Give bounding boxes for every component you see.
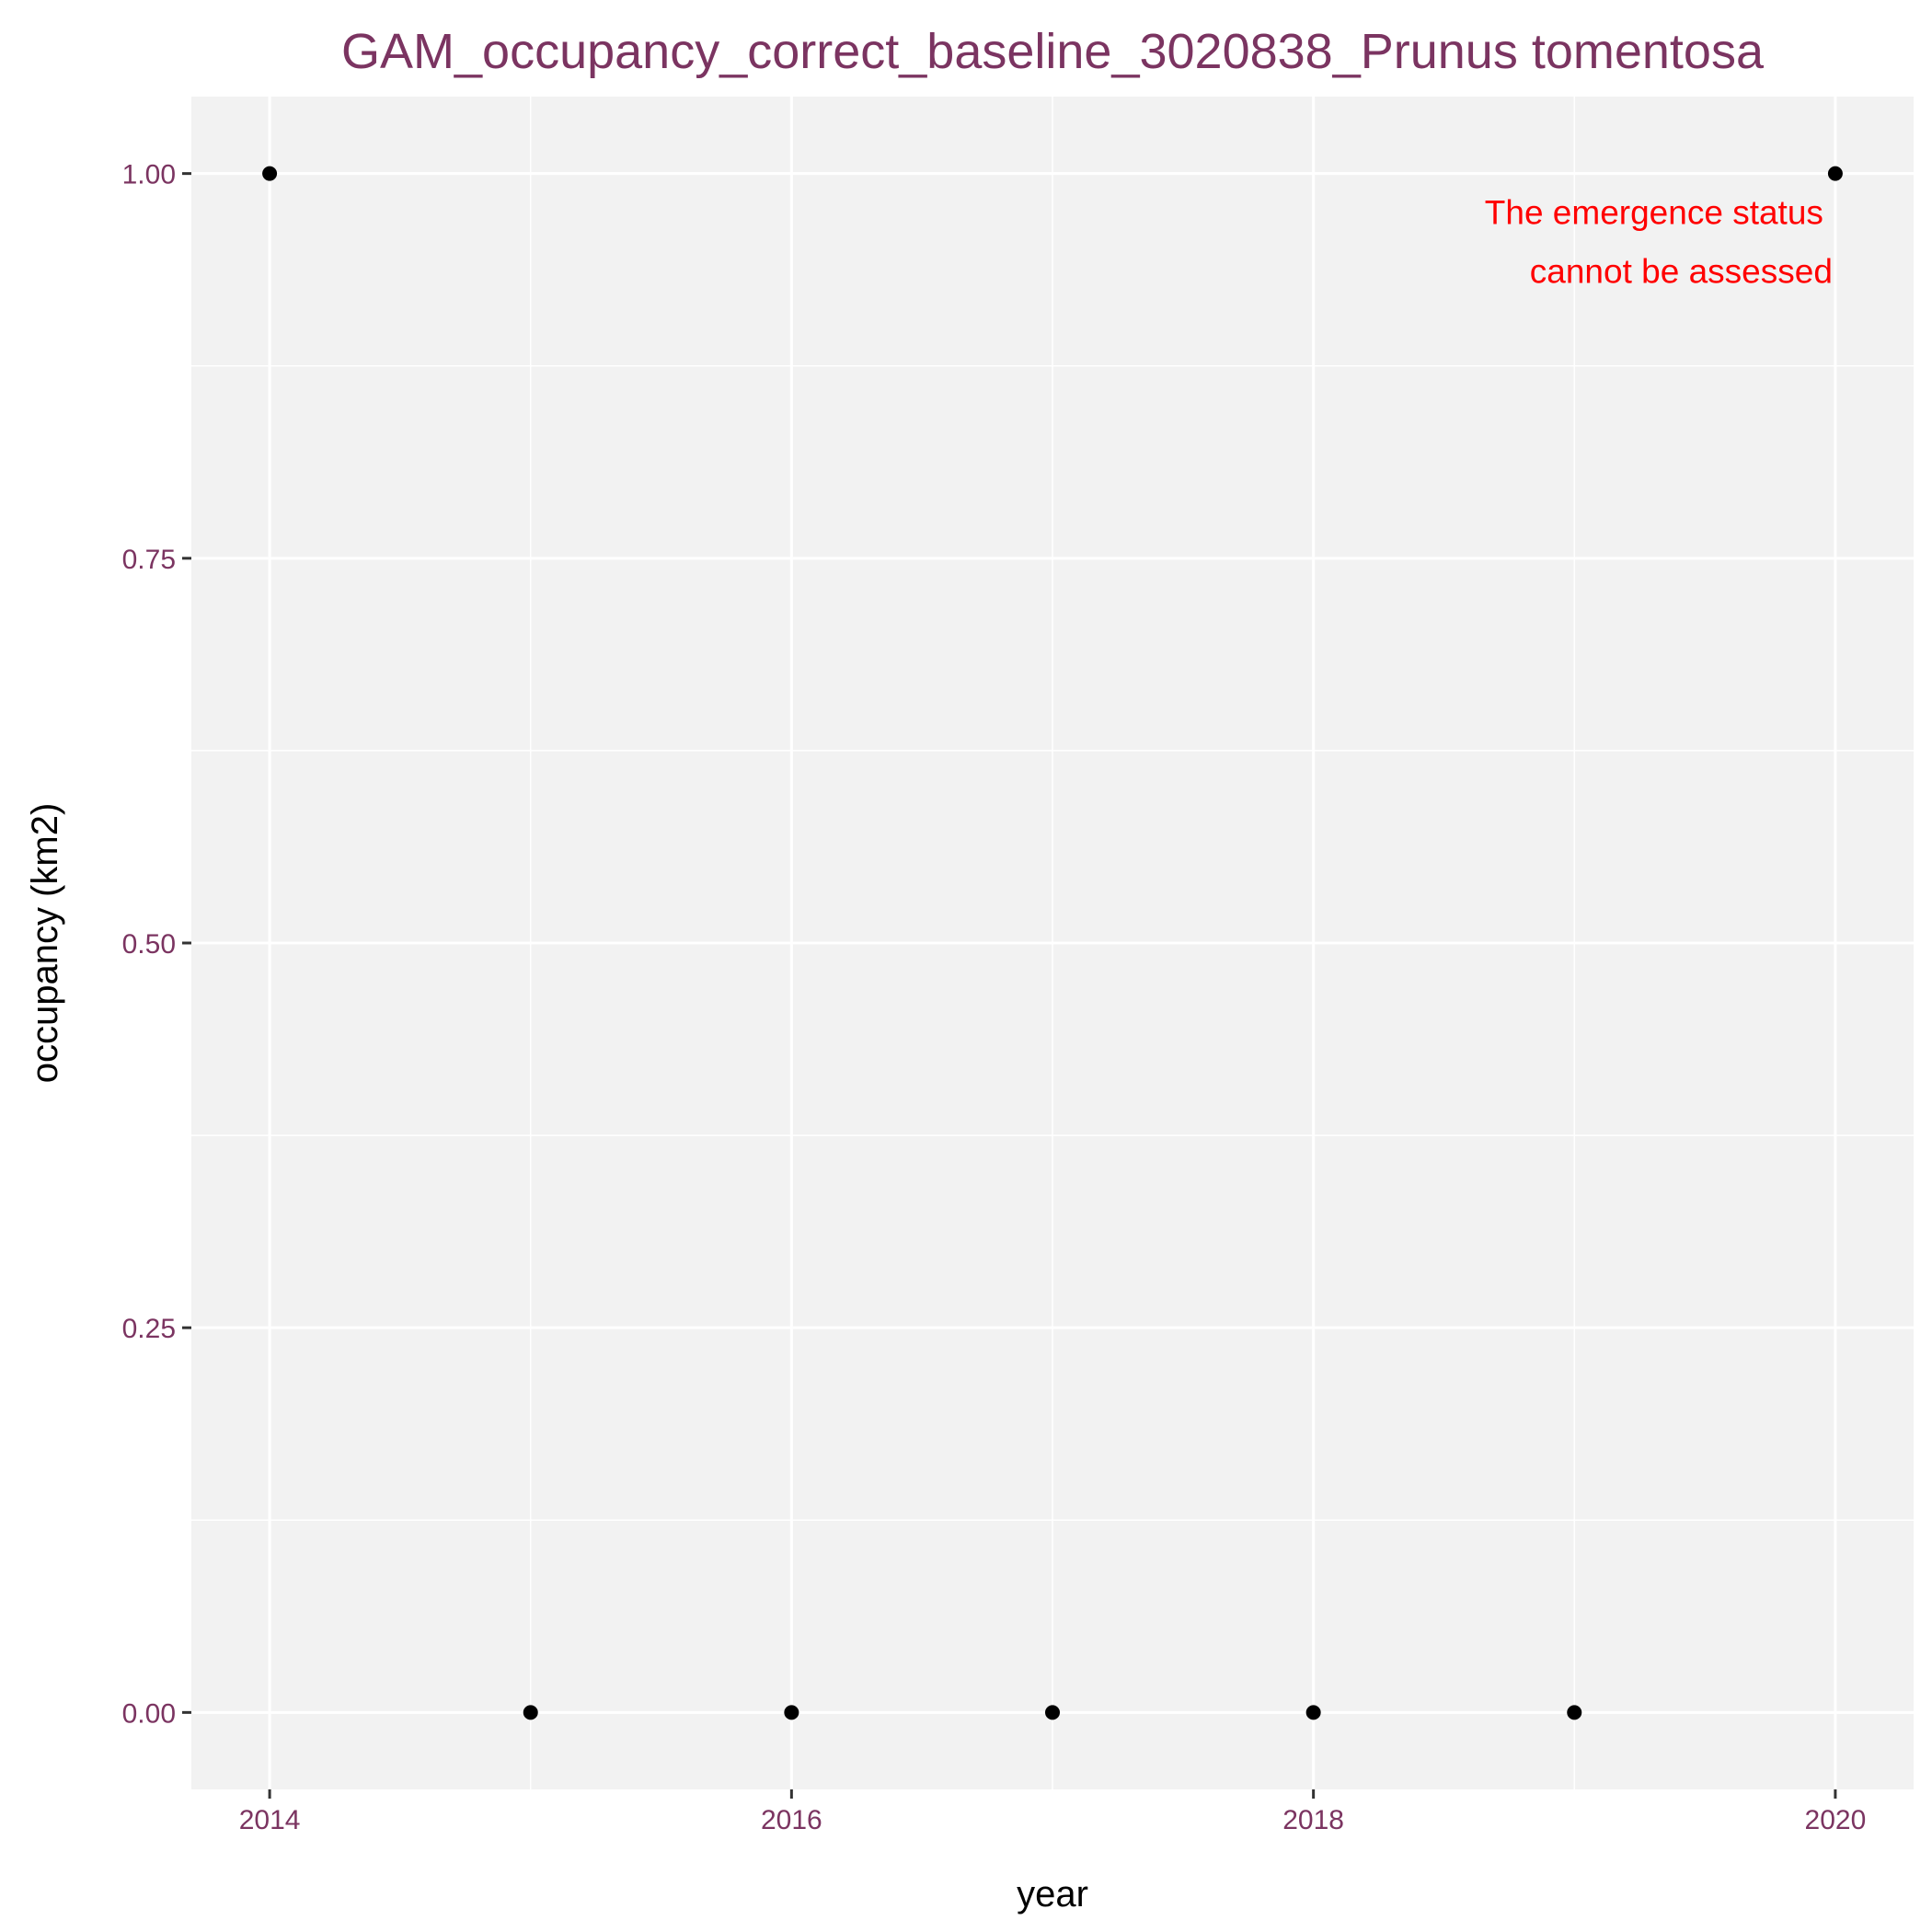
data-points	[262, 166, 1843, 1720]
y-tick-label: 1.00	[122, 160, 176, 190]
annotation: The emergence status cannot be assessed	[1485, 194, 1833, 291]
data-point	[784, 1705, 799, 1720]
x-tick-label: 2016	[761, 1805, 822, 1835]
y-tick-label: 0.25	[122, 1314, 176, 1344]
annotation-line-1: The emergence status	[1485, 194, 1823, 232]
data-point	[1045, 1705, 1060, 1720]
chart-title: GAM_occupancy_correct_baseline_3020838_P…	[341, 24, 1765, 79]
data-point	[523, 1705, 538, 1720]
y-tick-label: 0.00	[122, 1698, 176, 1729]
annotation-line-2: cannot be assessed	[1530, 253, 1833, 291]
x-tick-label: 2020	[1805, 1805, 1867, 1835]
data-point	[1827, 166, 1843, 181]
x-tick-label: 2014	[239, 1805, 301, 1835]
y-tick-label: 0.75	[122, 545, 176, 575]
data-point	[1305, 1705, 1321, 1720]
x-axis-title: year	[1017, 1874, 1088, 1915]
data-point	[1567, 1705, 1582, 1720]
x-tick-label: 2018	[1282, 1805, 1344, 1835]
y-axis: 0.00 0.25 0.50 0.75 1.00	[122, 160, 191, 1729]
y-axis-title: occupancy (km2)	[25, 803, 65, 1084]
y-tick-label: 0.50	[122, 929, 176, 960]
data-point	[262, 166, 278, 181]
x-axis: 2014 2016 2018 2020	[239, 1789, 1867, 1835]
